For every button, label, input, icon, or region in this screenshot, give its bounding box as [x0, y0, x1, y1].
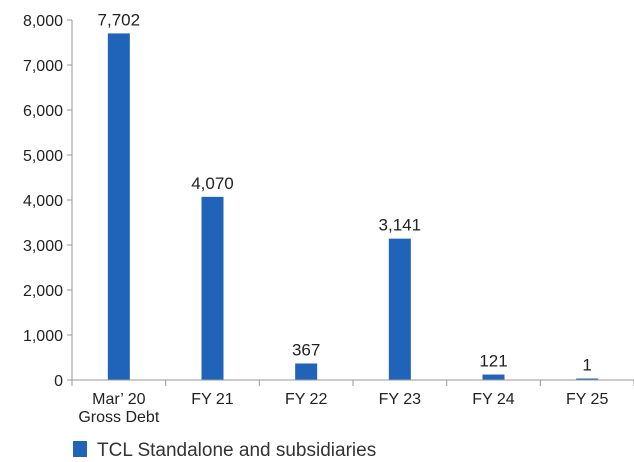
y-tick-label: 2,000: [23, 283, 63, 300]
y-tick-label: 0: [54, 373, 63, 390]
x-category-label: FY 25: [566, 391, 609, 408]
legend-label: TCL Standalone and subsidiaries: [97, 440, 376, 461]
axes: [71, 20, 634, 386]
bar-value-label: 4,070: [191, 174, 234, 193]
y-tick-label: 1,000: [23, 328, 63, 345]
x-category-label-line: FY 21: [191, 391, 234, 408]
bar-value-label: 121: [479, 352, 507, 371]
bars: [107, 33, 599, 380]
bar-value-label: 367: [292, 340, 320, 359]
x-category-label: FY 23: [379, 391, 422, 408]
x-category-label-line: FY 24: [472, 391, 515, 408]
bar: [482, 374, 505, 380]
x-category-label-line: FY 25: [566, 391, 609, 408]
x-category-label: Mar’ 20 Gross Debt: [78, 391, 159, 426]
x-category-label-line: FY 22: [285, 391, 328, 408]
x-category-label-line: Gross Debt: [78, 409, 159, 426]
bar: [107, 33, 130, 380]
legend: TCL Standalone and subsidiaries: [73, 440, 376, 461]
y-tick-label: 8,000: [23, 13, 63, 30]
y-tick-label: 3,000: [23, 238, 63, 255]
bar-value-label: 3,141: [379, 216, 422, 235]
bar: [201, 196, 224, 380]
y-tick-label: 5,000: [23, 148, 63, 165]
bar: [388, 238, 411, 380]
y-tick-label: 4,000: [23, 193, 63, 210]
bar-value-label: 7,702: [98, 10, 141, 29]
y-tick-label: 7,000: [23, 58, 63, 75]
x-axis-labels: Mar’ 20 Gross Debt FY 21 FY 22 FY 23 FY 24 FY …: [78, 391, 608, 426]
data-labels: 7,702 4,070 367 3,141 121 1: [98, 10, 592, 374]
bar: [576, 378, 599, 380]
x-category-label: FY 22: [285, 391, 328, 408]
x-category-label: FY 21: [191, 391, 234, 408]
bar: [295, 363, 318, 380]
y-tick-label: 6,000: [23, 103, 63, 120]
bar-value-label: 1: [582, 356, 591, 375]
x-category-label-line: FY 23: [379, 391, 422, 408]
x-category-label-line: Mar’ 20: [92, 391, 145, 408]
legend-swatch: [73, 441, 87, 457]
x-category-label: FY 24: [472, 391, 515, 408]
y-axis-ticks: 0 1,000 2,000 3,000 4,000 5,000 6,000 7,000 8,00…: [23, 13, 72, 390]
